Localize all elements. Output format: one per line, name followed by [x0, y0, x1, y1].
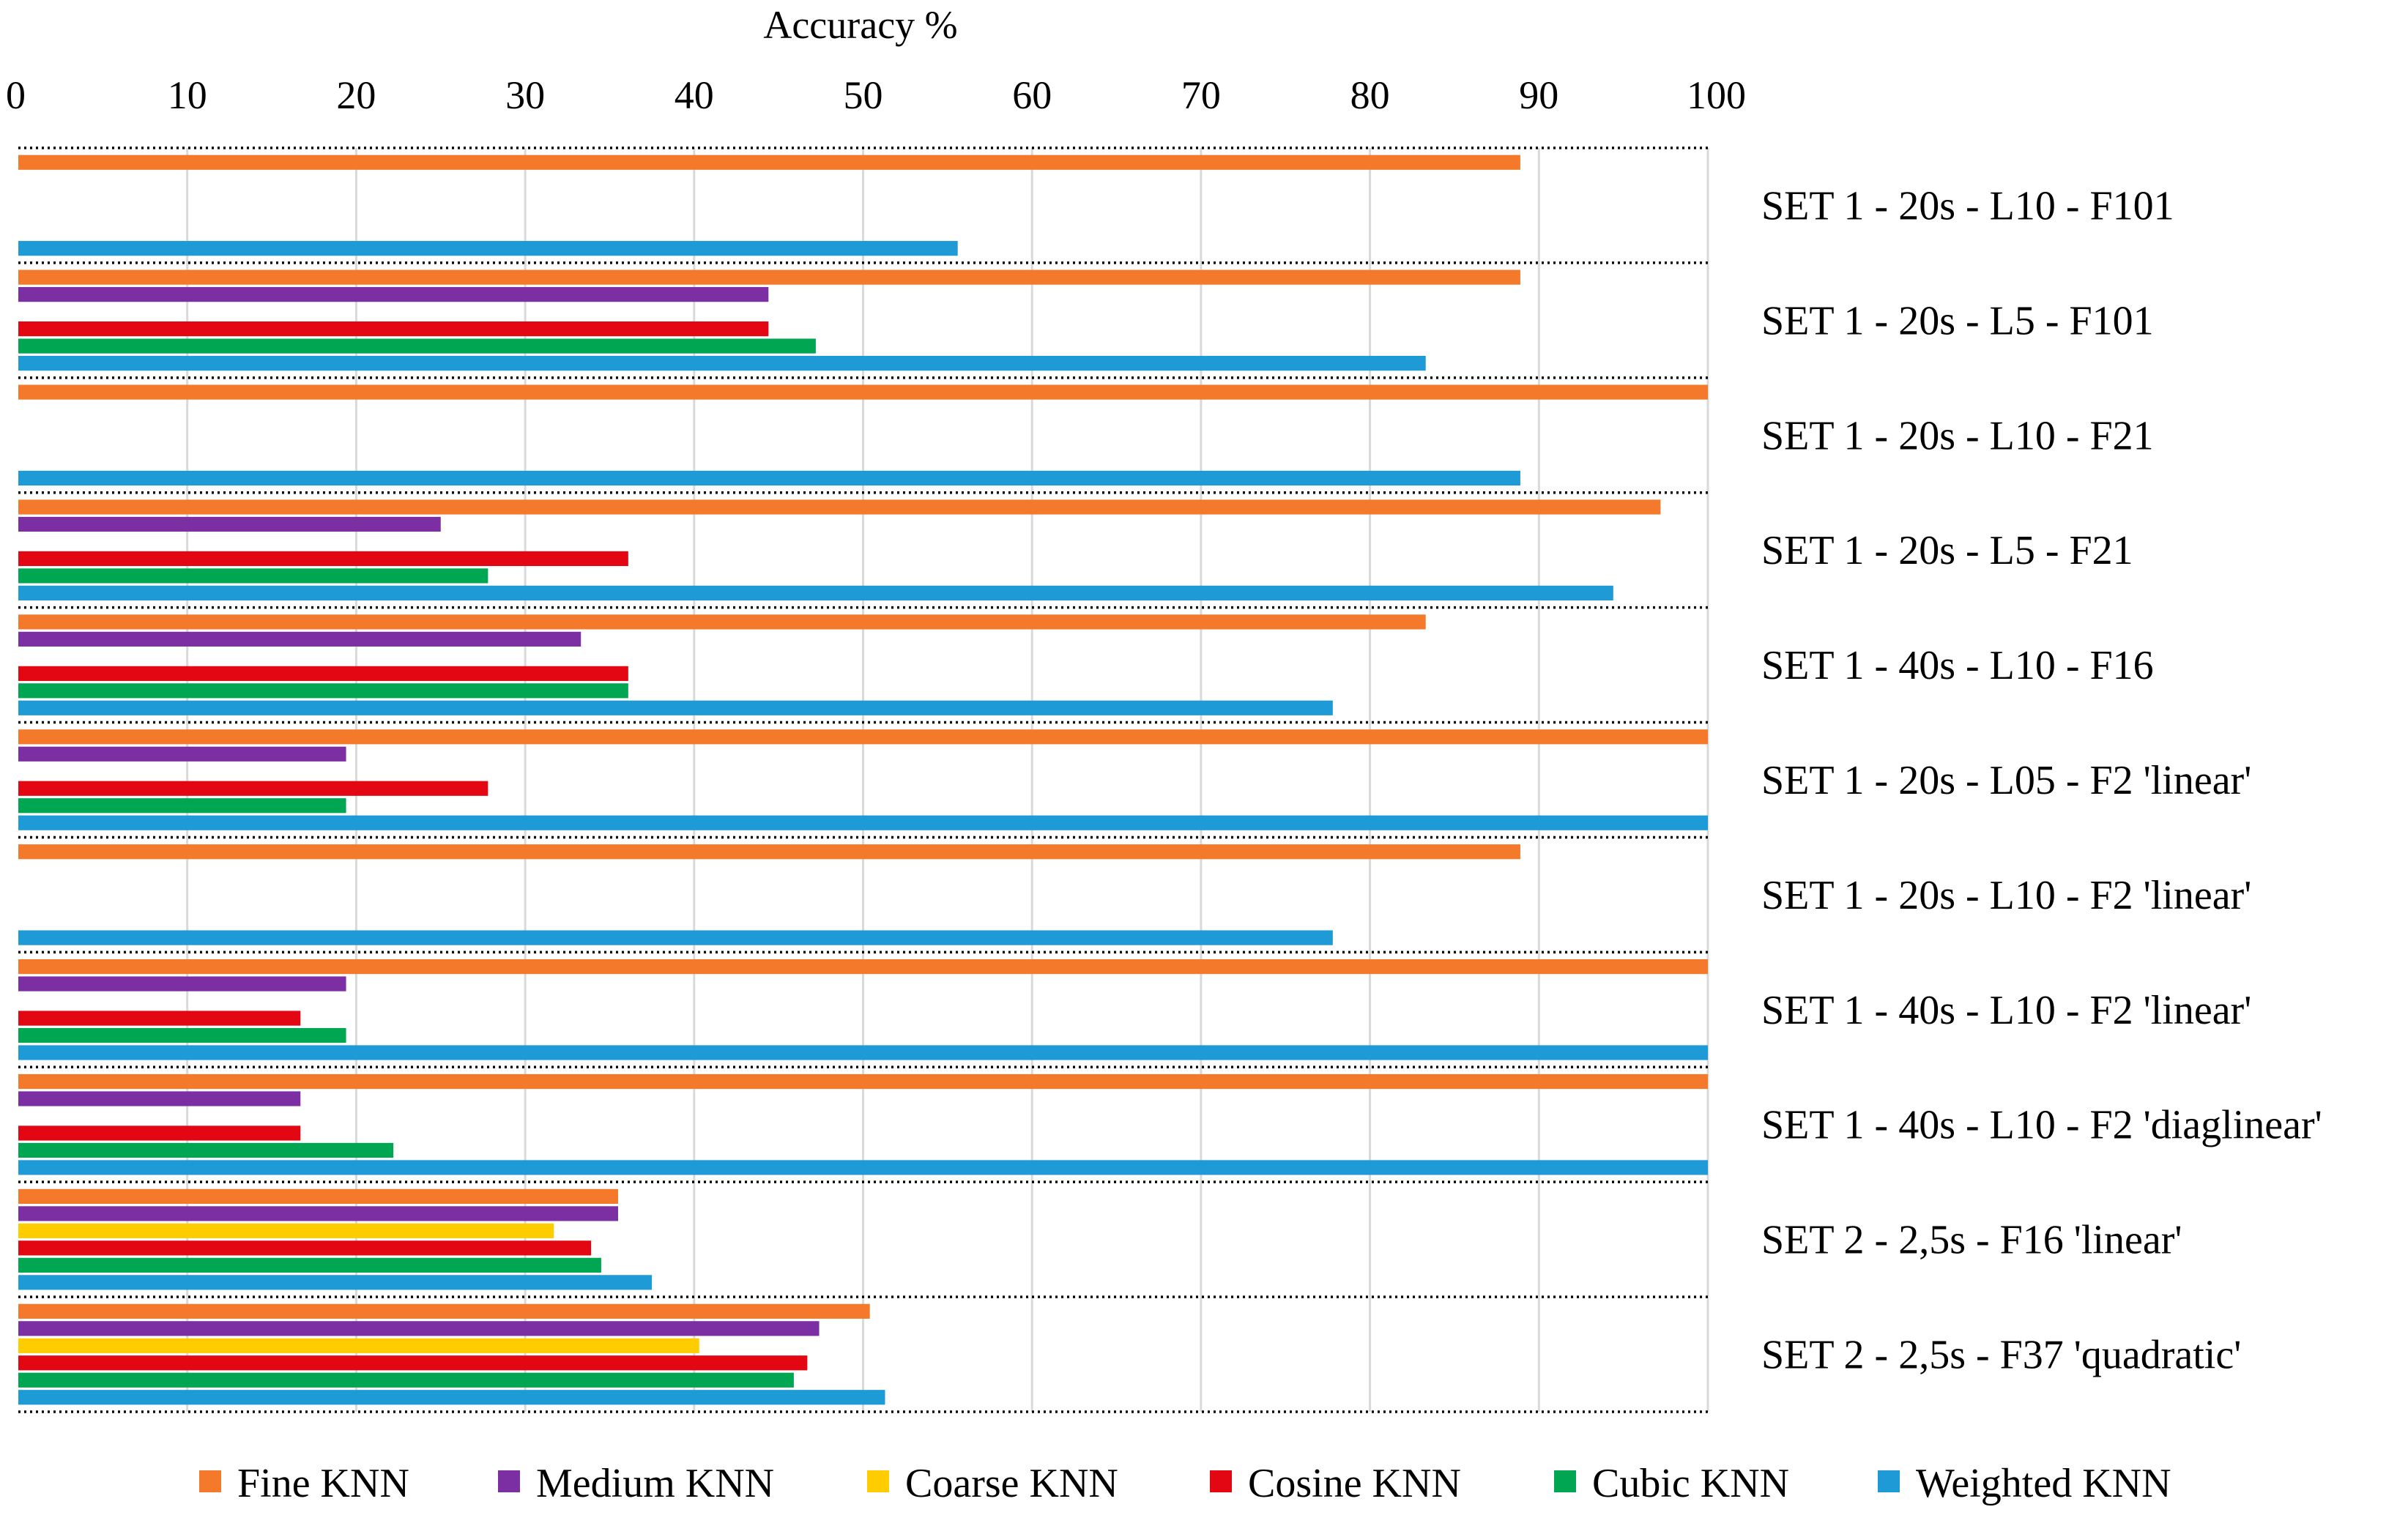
- category-label-6: SET 1 - 20s - L05 - F2 'linear': [1761, 758, 2251, 803]
- category-label-8: SET 1 - 40s - L10 - F2 'linear': [1761, 988, 2251, 1033]
- legend-swatch-fine-knn: [199, 1470, 221, 1492]
- bar-medium-knn-cat-2: [18, 287, 769, 302]
- bar-coarse-knn-cat-11: [18, 1338, 699, 1353]
- bar-cubic-knn-cat-6: [18, 798, 346, 814]
- bar-cosine-knn-cat-2: [18, 321, 769, 337]
- x-tick-label-50: 50: [844, 73, 883, 117]
- x-tick-label-100: 100: [1687, 73, 1746, 117]
- legend-swatch-cubic-knn: [1554, 1470, 1576, 1492]
- bar-medium-knn-cat-11: [18, 1321, 820, 1336]
- bar-medium-knn-cat-9: [18, 1091, 301, 1106]
- bar-fine-knn-cat-4: [18, 499, 1661, 515]
- bar-cubic-knn-cat-8: [18, 1027, 346, 1043]
- bar-fine-knn-cat-10: [18, 1188, 618, 1205]
- legend-label-coarse-knn: Coarse KNN: [905, 1461, 1118, 1506]
- bar-cubic-knn-cat-9: [18, 1142, 394, 1158]
- bar-cubic-knn-cat-11: [18, 1372, 794, 1388]
- bar-medium-knn-cat-5: [18, 631, 581, 647]
- bar-weighted-knn-cat-5: [18, 700, 1333, 715]
- bar-weighted-knn-cat-7: [18, 930, 1333, 945]
- category-label-9: SET 1 - 40s - L10 - F2 'diaglinear': [1761, 1103, 2322, 1148]
- category-label-3: SET 1 - 20s - L10 - F21: [1761, 413, 2154, 458]
- bar-cubic-knn-cat-10: [18, 1257, 601, 1273]
- x-tick-label-90: 90: [1519, 73, 1558, 117]
- grid-layer: [186, 148, 1709, 1412]
- bar-weighted-knn-cat-2: [18, 355, 1426, 371]
- bar-fine-knn-cat-11: [18, 1303, 870, 1319]
- bar-cosine-knn-cat-11: [18, 1355, 808, 1371]
- x-axis-title: Accuracy %: [763, 3, 957, 47]
- category-label-10: SET 2 - 2,5s - F16 'linear': [1761, 1218, 2182, 1263]
- legend-label-cosine-knn: Cosine KNN: [1248, 1461, 1461, 1506]
- x-tick-label-40: 40: [675, 73, 714, 117]
- legend-swatch-weighted-knn: [1878, 1470, 1900, 1492]
- bar-cosine-knn-cat-8: [18, 1010, 301, 1026]
- bar-cosine-knn-cat-5: [18, 666, 628, 681]
- legend-item-weighted-knn: Weighted KNN: [1878, 1461, 2171, 1506]
- category-label-2: SET 1 - 20s - L5 - F101: [1761, 298, 2154, 343]
- category-label-7: SET 1 - 20s - L10 - F2 'linear': [1761, 873, 2251, 918]
- x-tick-label-60: 60: [1012, 73, 1052, 117]
- legend-swatch-cosine-knn: [1210, 1470, 1232, 1492]
- legend-label-weighted-knn: Weighted KNN: [1916, 1461, 2171, 1506]
- x-tick-label-80: 80: [1350, 73, 1390, 117]
- bar-medium-knn-cat-8: [18, 976, 346, 991]
- bar-cubic-knn-cat-4: [18, 568, 488, 584]
- bar-fine-knn-cat-3: [18, 384, 1708, 400]
- legend-swatch-medium-knn: [498, 1470, 520, 1492]
- x-tick-label-20: 20: [336, 73, 376, 117]
- bar-coarse-knn-cat-10: [18, 1223, 554, 1238]
- bar-weighted-knn-cat-1: [18, 241, 958, 256]
- legend-label-cubic-knn: Cubic KNN: [1592, 1461, 1789, 1506]
- category-label-1: SET 1 - 20s - L10 - F101: [1761, 183, 2174, 228]
- bar-fine-knn-cat-8: [18, 959, 1708, 975]
- bar-weighted-knn-cat-10: [18, 1275, 653, 1290]
- legend-item-cubic-knn: Cubic KNN: [1554, 1461, 1789, 1506]
- bar-cosine-knn-cat-9: [18, 1125, 301, 1141]
- legend-swatch-coarse-knn: [867, 1470, 889, 1492]
- x-tick-label-0: 0: [6, 73, 26, 117]
- x-tick-labels: 0 10 20 30 40 50 60 70 80 90 100: [6, 73, 1746, 117]
- category-label-4: SET 1 - 20s - L5 - F21: [1761, 528, 2133, 573]
- legend-item-medium-knn: Medium KNN: [498, 1461, 774, 1506]
- legend-item-cosine-knn: Cosine KNN: [1210, 1461, 1461, 1506]
- bar-cubic-knn-cat-2: [18, 338, 816, 354]
- legend-item-fine-knn: Fine KNN: [199, 1461, 409, 1506]
- bar-weighted-knn-cat-8: [18, 1045, 1708, 1060]
- bar-weighted-knn-cat-4: [18, 585, 1613, 600]
- legend-label-medium-knn: Medium KNN: [536, 1461, 774, 1506]
- bar-cosine-knn-cat-6: [18, 781, 488, 796]
- bar-fine-knn-cat-1: [18, 155, 1520, 170]
- bar-weighted-knn-cat-3: [18, 470, 1520, 486]
- bar-weighted-knn-cat-6: [18, 815, 1708, 830]
- x-tick-label-30: 30: [505, 73, 545, 117]
- bar-fine-knn-cat-5: [18, 614, 1426, 630]
- bar-fine-knn-cat-9: [18, 1073, 1708, 1090]
- legend-label-fine-knn: Fine KNN: [237, 1461, 409, 1506]
- x-tick-label-70: 70: [1181, 73, 1221, 117]
- group-separators: [18, 146, 1708, 1413]
- bar-fine-knn-cat-2: [18, 269, 1520, 285]
- bar-cosine-knn-cat-4: [18, 551, 628, 567]
- bar-weighted-knn-cat-9: [18, 1160, 1708, 1175]
- bar-fine-knn-cat-7: [18, 844, 1520, 860]
- category-label-11: SET 2 - 2,5s - F37 'quadratic': [1761, 1333, 2241, 1378]
- category-labels: SET 1 - 20s - L10 - F101 SET 1 - 20s - L5…: [1761, 183, 2322, 1377]
- bar-medium-knn-cat-6: [18, 746, 346, 762]
- legend: Fine KNN Medium KNN Coarse KNN Cosine KNN Cu…: [199, 1461, 2171, 1506]
- category-label-5: SET 1 - 40s - L10 - F16: [1761, 643, 2154, 688]
- x-tick-label-10: 10: [168, 73, 207, 117]
- bar-medium-knn-cat-10: [18, 1206, 618, 1221]
- bar-medium-knn-cat-4: [18, 516, 441, 532]
- bar-fine-knn-cat-6: [18, 729, 1708, 745]
- bar-weighted-knn-cat-11: [18, 1390, 885, 1405]
- bar-cubic-knn-cat-5: [18, 683, 628, 699]
- legend-item-coarse-knn: Coarse KNN: [867, 1461, 1118, 1506]
- bar-cosine-knn-cat-10: [18, 1240, 592, 1256]
- bars: [18, 155, 1708, 1405]
